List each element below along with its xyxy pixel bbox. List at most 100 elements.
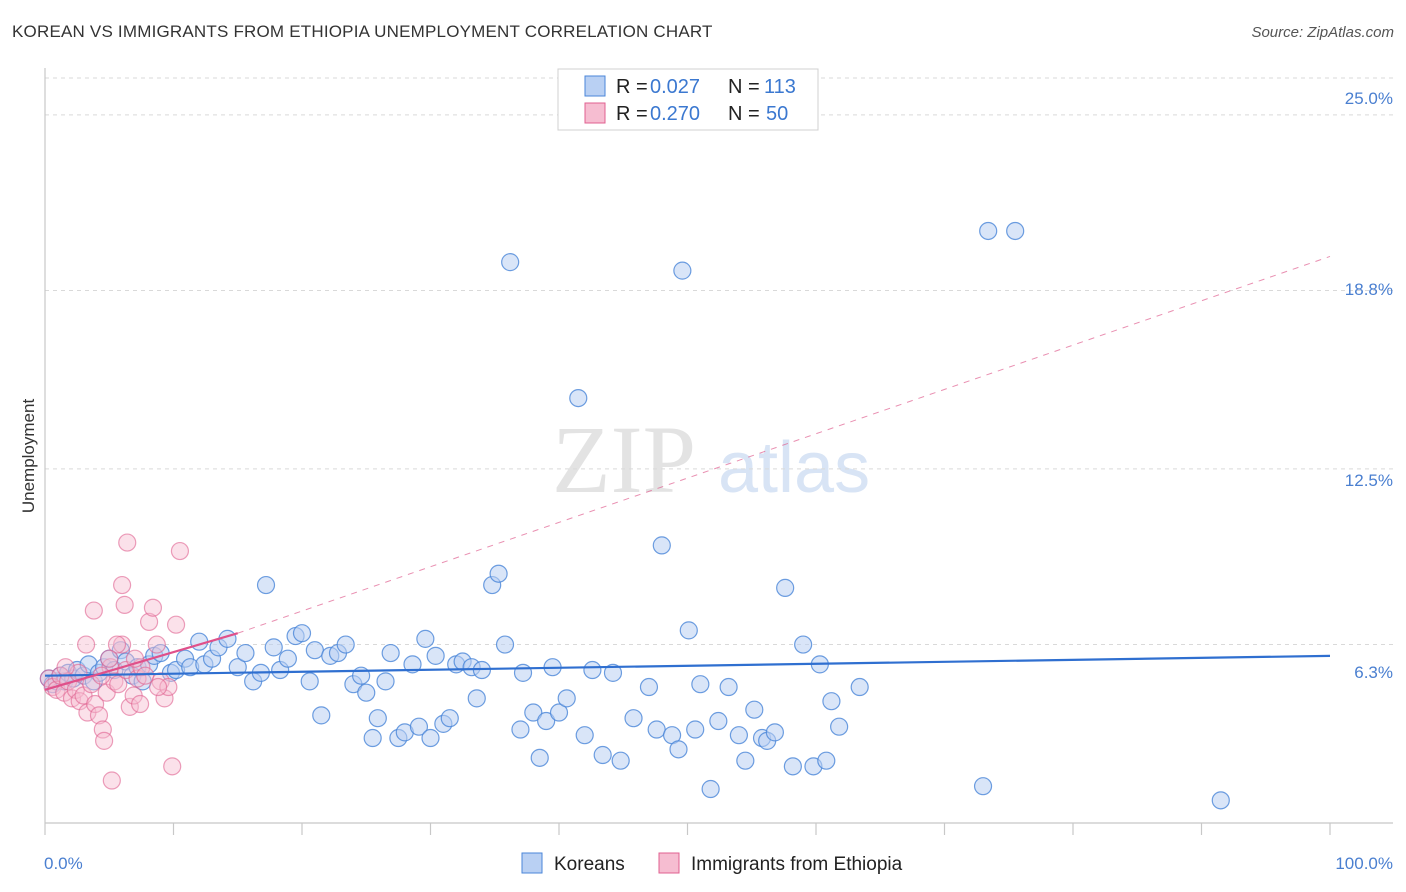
point-koreans-97 bbox=[719, 677, 738, 697]
point-koreans-53 bbox=[376, 672, 395, 691]
point-ethiopia-28 bbox=[147, 635, 166, 654]
y-tick-label-25: 25.0% bbox=[1345, 89, 1393, 108]
point-koreans-57 bbox=[403, 655, 422, 674]
point-ethiopia-30 bbox=[155, 689, 174, 708]
legend-r-value-1: 0.027 bbox=[650, 76, 700, 98]
point-koreans-33 bbox=[236, 643, 255, 663]
point-ethiopia-47 bbox=[56, 658, 75, 677]
point-ethiopia-12 bbox=[86, 694, 105, 714]
legend-n-value-2: 50 bbox=[766, 103, 788, 125]
legend-n-value-1: 113 bbox=[764, 76, 796, 98]
point-koreans-94 bbox=[691, 675, 710, 694]
point-koreans-32 bbox=[228, 658, 247, 677]
y-axis-label: Unemployment bbox=[19, 399, 38, 514]
point-koreans-78 bbox=[549, 703, 569, 722]
point-koreans-74 bbox=[524, 703, 543, 722]
series-legend-label-koreans: Koreans bbox=[554, 854, 625, 875]
point-ethiopia-31 bbox=[159, 677, 178, 697]
point-ethiopia-39 bbox=[115, 595, 134, 614]
point-ethiopia-26 bbox=[139, 612, 159, 631]
point-koreans-51 bbox=[363, 728, 382, 748]
point-koreans-58 bbox=[409, 717, 429, 736]
point-koreans-107 bbox=[783, 757, 802, 776]
point-koreans-118 bbox=[511, 720, 530, 739]
point-ethiopia-38 bbox=[107, 635, 127, 654]
trend-ethiopia-extension bbox=[237, 255, 1331, 634]
point-ethiopia-36 bbox=[95, 731, 114, 750]
point-koreans-70 bbox=[489, 564, 508, 583]
point-koreans-54 bbox=[381, 643, 400, 663]
point-ethiopia-18 bbox=[109, 675, 128, 694]
point-koreans-100 bbox=[745, 700, 764, 719]
legend-swatch-koreans bbox=[584, 75, 606, 97]
legend-r-value-2: 0.270 bbox=[650, 103, 700, 125]
data-points bbox=[39, 221, 1230, 810]
point-koreans-103 bbox=[765, 723, 784, 742]
point-koreans-110 bbox=[830, 717, 849, 736]
point-ethiopia-45 bbox=[130, 694, 150, 714]
point-koreans-109 bbox=[822, 692, 841, 711]
point-koreans-81 bbox=[575, 726, 594, 745]
x-tick-label-max: 100.0% bbox=[1335, 854, 1393, 873]
source-credit: Source: ZipAtlas.com bbox=[1251, 24, 1394, 41]
point-ethiopia-35 bbox=[84, 601, 103, 620]
watermark-zip: ZIP bbox=[552, 406, 696, 513]
point-koreans-84 bbox=[603, 663, 623, 682]
point-ethiopia-21 bbox=[120, 697, 139, 716]
point-koreans-96 bbox=[709, 711, 728, 731]
point-koreans-98 bbox=[729, 726, 749, 745]
point-ethiopia-48 bbox=[77, 635, 96, 654]
point-koreans-72 bbox=[501, 253, 520, 272]
grid-lines bbox=[45, 77, 1393, 646]
point-koreans-39 bbox=[278, 649, 297, 668]
y-tick-label-6: 6.3% bbox=[1354, 663, 1393, 682]
point-koreans-59 bbox=[416, 629, 435, 648]
trend-koreans bbox=[44, 654, 1331, 677]
point-koreans-80 bbox=[569, 388, 588, 408]
point-koreans-87 bbox=[639, 677, 659, 697]
point-koreans-117 bbox=[673, 261, 692, 280]
point-koreans-86 bbox=[624, 709, 643, 728]
point-koreans-76 bbox=[537, 711, 556, 731]
point-koreans-113 bbox=[979, 221, 998, 241]
point-koreans-93 bbox=[686, 720, 705, 739]
legend-r-label-2: R = bbox=[616, 103, 653, 125]
point-ethiopia-37 bbox=[102, 771, 121, 790]
point-ethiopia-13 bbox=[89, 706, 109, 725]
point-koreans-41 bbox=[292, 624, 312, 643]
trend-ethiopia bbox=[44, 632, 239, 691]
point-koreans-104 bbox=[776, 578, 795, 597]
point-ethiopia-49 bbox=[148, 677, 168, 697]
point-koreans-92 bbox=[679, 621, 698, 640]
y-tick-label-18: 18.8% bbox=[1345, 280, 1393, 299]
stats-legend: R = 0.027 N = 113 R = 0.270 N = 50 bbox=[557, 68, 819, 131]
point-koreans-99 bbox=[736, 751, 755, 770]
point-koreans-60 bbox=[421, 728, 440, 748]
point-koreans-47 bbox=[336, 635, 355, 654]
point-koreans-116 bbox=[817, 751, 836, 770]
point-koreans-42 bbox=[300, 672, 319, 691]
point-ethiopia-33 bbox=[166, 615, 186, 634]
point-koreans-61 bbox=[426, 646, 445, 665]
legend-n-label-2: N = bbox=[728, 103, 765, 125]
series-legend: Koreans Immigrants from Ethiopia bbox=[521, 852, 903, 875]
point-koreans-89 bbox=[652, 536, 671, 555]
point-ethiopia-42 bbox=[100, 649, 119, 668]
point-koreans-75 bbox=[530, 748, 549, 767]
point-koreans-52 bbox=[368, 709, 387, 728]
y-tick-label-12: 12.5% bbox=[1345, 471, 1393, 490]
legend-r-label-1: R = bbox=[616, 76, 653, 98]
point-koreans-43 bbox=[305, 641, 324, 660]
point-koreans-67 bbox=[467, 689, 486, 708]
point-koreans-83 bbox=[593, 745, 612, 765]
point-ethiopia-34 bbox=[170, 541, 190, 561]
point-ethiopia-41 bbox=[112, 575, 132, 595]
point-ethiopia-40 bbox=[118, 533, 137, 552]
point-koreans-71 bbox=[495, 635, 515, 654]
trend-lines bbox=[44, 255, 1331, 691]
point-koreans-36 bbox=[256, 575, 276, 595]
point-koreans-63 bbox=[440, 709, 459, 728]
point-koreans-37 bbox=[264, 638, 283, 657]
point-ethiopia-32 bbox=[163, 757, 182, 776]
